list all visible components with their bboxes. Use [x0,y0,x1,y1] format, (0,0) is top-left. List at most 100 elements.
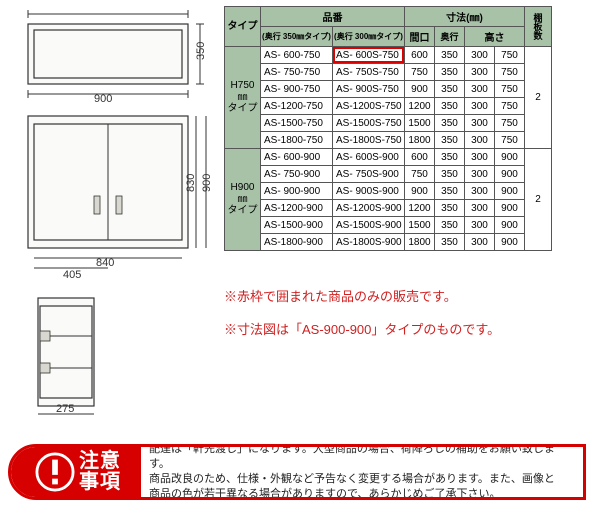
table-cell: AS- 750S-900 [333,166,405,183]
table-cell: AS- 900-900 [261,183,333,200]
th-type: タイプ [225,7,261,47]
table-row: AS- 750-900AS- 750S-900750350300900 [225,166,552,183]
table-cell: AS- 750S-750 [333,64,405,81]
table-cell: 600 [405,47,435,64]
table-cell: AS-1800S-900 [333,234,405,251]
drawing-svg: 900 350 830 900 840 405 275 [8,6,218,416]
table-row: H750 ㎜ タイプAS- 600-750AS- 600S-7506003503… [225,47,552,64]
dim-bottom-w: 275 [56,403,74,415]
table-cell: 350 [435,64,465,81]
table-cell: 300 [465,115,495,132]
table-cell: 750 [495,64,525,81]
table-cell: 900 [495,183,525,200]
table-cell: 350 [435,183,465,200]
table-cell: 350 [435,47,465,64]
table-cell: 300 [465,47,495,64]
table-cell: 750 [495,81,525,98]
table-cell: 300 [465,132,495,149]
table-cell: 600 [405,149,435,166]
table-cell: 300 [465,166,495,183]
table-cell: AS-1200-750 [261,98,333,115]
th-kaiko: 間口 [405,27,435,47]
table-cell: AS-1500S-900 [333,217,405,234]
table-cell: 350 [435,98,465,115]
table-cell: 300 [465,183,495,200]
warning-badge: 注意 事項 [11,447,141,497]
group-type-label: H750 ㎜ タイプ [225,47,261,149]
table-cell: 350 [435,149,465,166]
table-cell: 1800 [405,132,435,149]
table-cell: 350 [435,166,465,183]
table-cell: 300 [465,98,495,115]
table-cell: 1200 [405,200,435,217]
table-cell: AS- 900S-900 [333,183,405,200]
header-row-2: (奥行 350㎜タイプ) (奥行 300㎜タイプ) 間口 奥行 高さ [225,27,552,47]
table-cell: 750 [405,64,435,81]
table-row: AS- 900-900AS- 900S-900900350300900 [225,183,552,200]
table-cell: 300 [465,149,495,166]
th-takasa: 高さ [465,27,525,47]
table-cell: AS-1800S-750 [333,132,405,149]
note-1: ※赤枠で囲まれた商品のみの販売です。 [224,286,500,305]
table-cell: 900 [405,81,435,98]
table-row: AS-1500-900AS-1500S-9001500350300900 [225,217,552,234]
table-cell: 300 [465,234,495,251]
table-cell: 900 [495,217,525,234]
table-row: AS-1200-750AS-1200S-7501200350300750 [225,98,552,115]
table-cell: AS- 600S-750 [333,47,405,64]
table-cell: 750 [495,47,525,64]
table-cell: AS-1200S-900 [333,200,405,217]
table-row: H900 ㎜ タイプAS- 600-900AS- 600S-9006003503… [225,149,552,166]
th-sunpo: 寸法(㎜) [405,7,525,27]
table-cell: 900 [495,166,525,183]
table-cell: AS- 900S-750 [333,81,405,98]
technical-drawings: 900 350 830 900 840 405 275 [8,6,218,421]
warning-badge-text: 注意 事項 [79,451,121,493]
th-hinban-350: (奥行 350㎜タイプ) [261,27,333,47]
notes: ※赤枠で囲まれた商品のみの販売です。 ※寸法図は「AS-900-900」タイプの… [224,280,500,338]
table-cell: 750 [495,132,525,149]
table-cell: 350 [435,217,465,234]
th-hinban-300: (奥行 300㎜タイプ) [333,27,405,47]
table-cell: 750 [495,98,525,115]
table-cell: 350 [435,81,465,98]
table-cell: AS- 750-750 [261,64,333,81]
note-2: ※寸法図は「AS-900-900」タイプのものです。 [224,319,500,338]
table-cell: 300 [465,64,495,81]
th-okuyu: 奥行 [435,27,465,47]
header-row-1: タイプ 品番 寸法(㎜) 棚板数 [225,7,552,27]
table-row: AS-1800-750AS-1800S-7501800350300750 [225,132,552,149]
table-cell: 900 [495,234,525,251]
table-cell: 300 [465,81,495,98]
dim-front-inhalf: 405 [63,269,81,281]
dim-top-d: 350 [195,42,207,60]
warning-banner: 注意 事項 配達は「軒先渡し」になります。大型商品の場合、荷降ろしの補助をお願い… [8,444,586,500]
table-cell: AS- 900-750 [261,81,333,98]
table-cell: 300 [465,200,495,217]
table-cell: 1200 [405,98,435,115]
table-cell: 900 [495,149,525,166]
warning-line-3: 商品の色が若干異なる場合がありますので、あらかじめご了承下さい。 [149,487,575,500]
table-cell: AS- 600-750 [261,47,333,64]
table-row: AS-1800-900AS-1800S-9001800350300900 [225,234,552,251]
table-cell: AS-1800-750 [261,132,333,149]
table-cell: AS-1800-900 [261,234,333,251]
table-cell: 350 [435,132,465,149]
shelf-count: 2 [525,47,552,149]
table-cell: AS- 600-900 [261,149,333,166]
table-cell: 900 [495,200,525,217]
alert-icon [35,452,75,492]
table-cell: 900 [405,183,435,200]
table-cell: 1500 [405,115,435,132]
table-row: AS- 900-750AS- 900S-750900350300750 [225,81,552,98]
table-cell: AS- 600S-900 [333,149,405,166]
table-cell: 750 [495,115,525,132]
table-cell: 1500 [405,217,435,234]
table-cell: 350 [435,200,465,217]
dim-top-w: 900 [94,93,112,105]
dim-front-inw: 840 [96,257,114,269]
shelf-count: 2 [525,149,552,251]
table-cell: 350 [435,115,465,132]
table-row: AS-1500-750AS-1500S-7501500350300750 [225,115,552,132]
th-shelf: 棚板数 [525,7,552,47]
